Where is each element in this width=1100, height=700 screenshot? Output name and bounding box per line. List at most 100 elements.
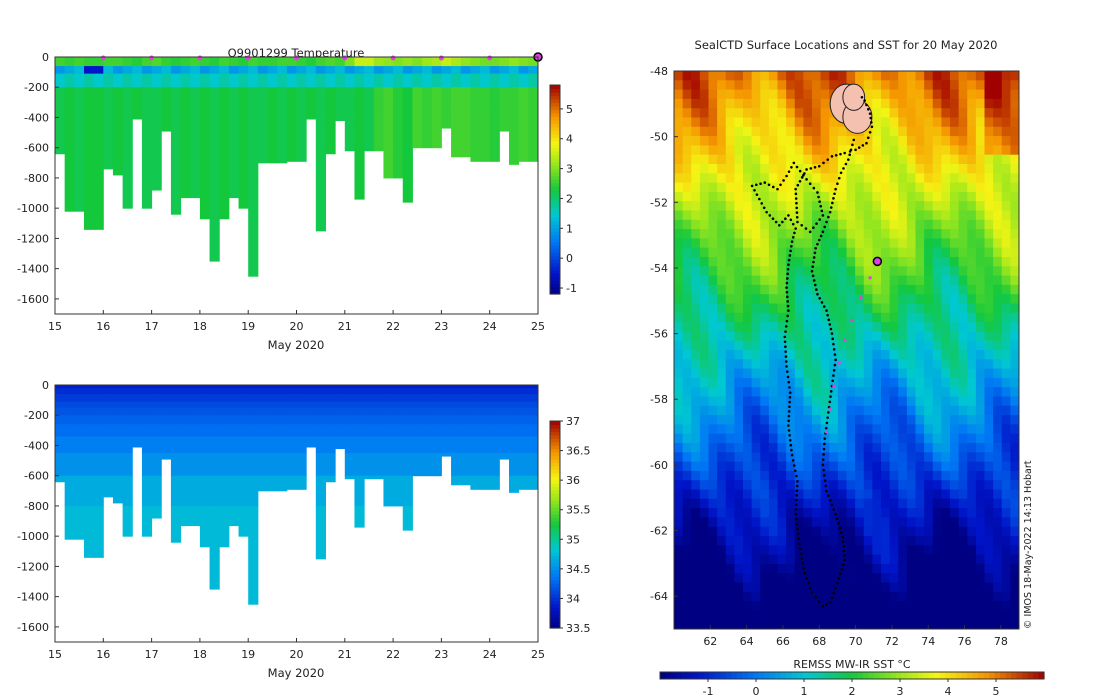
temperature-cell (277, 147, 288, 164)
sst-cell (881, 461, 891, 472)
temperature-cell (383, 125, 394, 149)
sst-cell (924, 350, 934, 360)
sst-cell (915, 461, 925, 472)
sst-cell (734, 284, 744, 295)
track-dot (839, 572, 842, 576)
track-dot (805, 168, 808, 171)
temperature-cell (122, 177, 133, 209)
salinity-cell (209, 475, 220, 507)
sst-cell (993, 368, 1003, 379)
salinity-cell (306, 436, 317, 448)
sst-cell (1010, 536, 1019, 546)
salinity-cell (93, 385, 104, 389)
temperature-cell (64, 96, 75, 109)
sst-cell (725, 126, 735, 137)
sst-cell (993, 126, 1003, 137)
temperature-cell (373, 108, 384, 126)
salinity-cell (103, 475, 114, 498)
sst-colorbar-swatch (917, 672, 924, 679)
sst-cell (924, 387, 934, 398)
sst-cell (872, 508, 882, 518)
sst-cell (975, 331, 986, 342)
salinity-cell (277, 424, 288, 437)
sst-cell (691, 126, 701, 137)
salinity-cell (422, 385, 433, 389)
temperature-cell (315, 96, 326, 109)
track-dot (788, 405, 791, 409)
salinity-cell (190, 388, 201, 395)
sst-cell (915, 266, 925, 277)
sst-cell (958, 368, 968, 379)
sst-cell (699, 582, 710, 593)
sst-cell (837, 145, 848, 156)
sst-cell (768, 508, 779, 518)
sst-cell (760, 350, 770, 360)
sst-cell (777, 396, 787, 407)
sst-cell (872, 71, 882, 81)
sst-cell (889, 229, 899, 239)
track-dot (828, 210, 832, 214)
salinity-cell (364, 385, 375, 389)
sst-colorbar-swatch (808, 672, 815, 679)
salinity-colorbar-swatch (550, 569, 560, 574)
sst-colorbar-label: REMSS MW-IR SST °C (793, 658, 911, 671)
salinity-cell (267, 415, 278, 425)
sst-cell (691, 257, 701, 267)
sst-cell (915, 303, 925, 314)
salinity-cell (335, 415, 346, 425)
sst-cell (708, 154, 718, 165)
sst-cell (975, 173, 986, 184)
sst-cell (872, 461, 882, 472)
sst-cell (846, 554, 856, 565)
sst-cell (794, 284, 804, 295)
salinity-cell (199, 424, 211, 437)
track-dot (759, 182, 762, 185)
sst-cell (803, 164, 813, 174)
sst-cell (812, 340, 822, 351)
temperature-cell (431, 57, 442, 61)
sst-cell (906, 563, 917, 574)
sst-cell (734, 145, 744, 156)
temperature-cell (344, 66, 355, 75)
track-dot (794, 192, 798, 196)
sst-cell (889, 89, 899, 100)
sst-colorbar-swatch (928, 672, 935, 679)
sst-colorbar-swatch (972, 672, 979, 679)
sst-cell (898, 257, 908, 267)
temperature-cell (93, 66, 104, 75)
sst-cell (1010, 201, 1019, 212)
salinity-cell (373, 401, 384, 409)
sst-cell (820, 201, 830, 212)
sst-cell (967, 461, 977, 472)
salinity-cell (315, 424, 326, 437)
sst-cell (760, 182, 770, 193)
sst-cell (881, 154, 891, 165)
sst-cell (803, 619, 813, 629)
sst-cell (941, 284, 951, 295)
sst-cell (993, 610, 1003, 621)
sst-cell (725, 601, 735, 611)
sst-cell (837, 247, 848, 258)
sst-cell (812, 331, 822, 342)
sst-cell (941, 154, 951, 165)
sst-cell (872, 201, 882, 212)
sst-cell (674, 619, 684, 629)
sst-cell (794, 470, 804, 481)
sst-cell (906, 415, 917, 425)
sst-cell (734, 573, 744, 584)
salinity-cell (103, 453, 114, 477)
salinity-cell (373, 424, 384, 437)
sst-cell (889, 443, 899, 453)
sst-cell (794, 219, 804, 230)
sst-cell (924, 508, 934, 518)
sst-cell (889, 154, 899, 165)
sst-cell (915, 126, 925, 137)
sst-cell (881, 359, 891, 370)
salinity-colorbar-swatch (550, 621, 560, 626)
temperature-cell (480, 96, 491, 109)
temperature-cell (122, 66, 133, 75)
sst-cell (984, 266, 994, 277)
sst-cell (958, 284, 968, 295)
temperature-cell (93, 125, 104, 149)
sst-cell (898, 340, 908, 351)
